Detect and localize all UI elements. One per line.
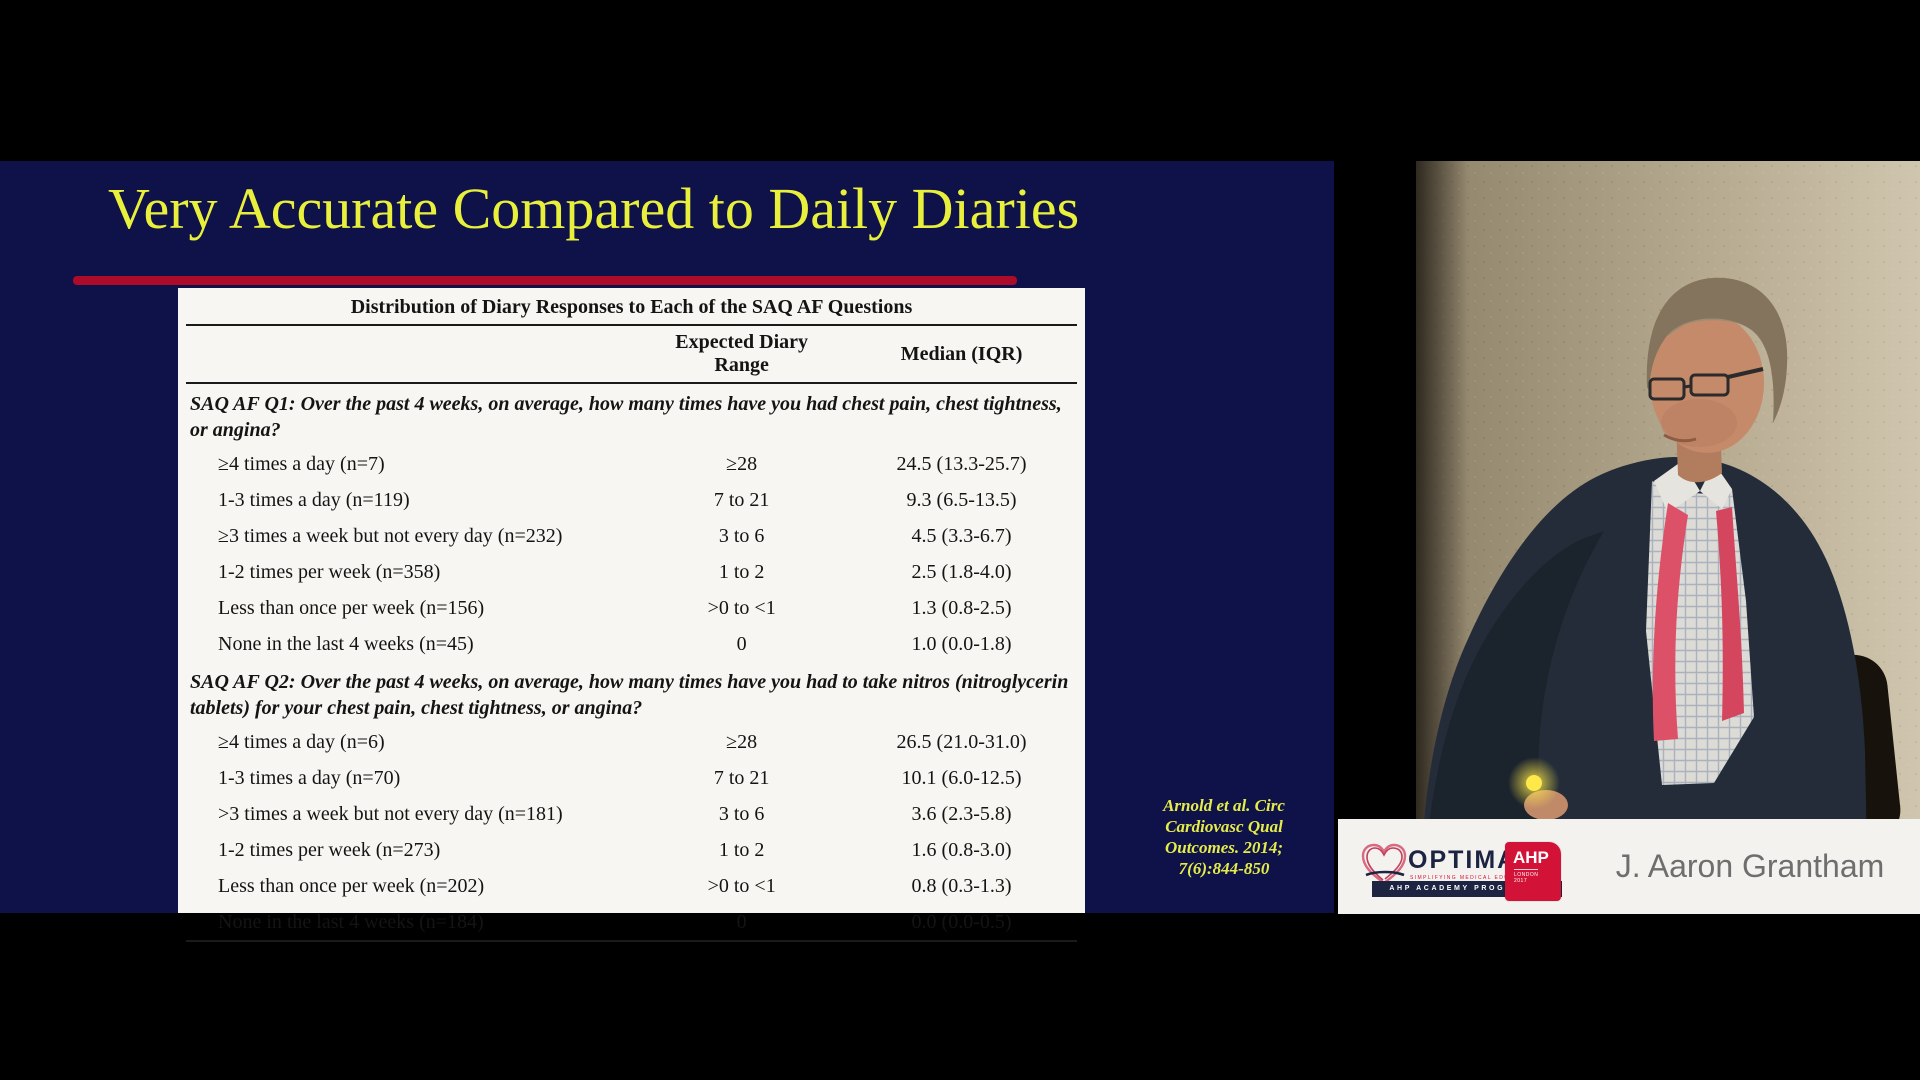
cell-range: 1 to 2: [718, 838, 765, 861]
presenter-remote-icon: [1526, 775, 1542, 791]
cell-label: None in the last 4 weeks (n=184): [218, 910, 484, 933]
cell-median: 24.5 (13.3-25.7): [896, 452, 1027, 475]
presentation-slide: Very Accurate Compared to Daily Diaries …: [0, 161, 1334, 942]
table-row: None in the last 4 weeks (n=45) 0 1.0 (0.0…: [186, 626, 1077, 662]
speaker-video: [1416, 161, 1920, 913]
cell-label: 1-3 times a day (n=119): [218, 488, 410, 511]
table-row: 1-2 times per week (n=358) 1 to 2 2.5 (1.8…: [186, 554, 1077, 590]
cell-label: ≥3 times a week but not every day (n=232…: [218, 524, 563, 547]
ahp-badge-sub: LONDON 2017: [1514, 869, 1539, 884]
brand-tagline: SIMPLIFYING MEDICAL EDUCATION: [1410, 875, 1537, 881]
speaker-name: J. Aaron Grantham: [1615, 848, 1885, 884]
cell-label: None in the last 4 weeks (n=45): [218, 632, 474, 655]
diary-table-body: Distribution of Diary Responses to Each …: [186, 292, 1077, 941]
cell-range: 3 to 6: [718, 524, 765, 547]
table-row: 1-2 times per week (n=273) 1 to 2 1.6 (0.8…: [186, 832, 1077, 868]
cell-range: ≥28: [726, 730, 758, 753]
ahp-badge: AHP LONDON 2017: [1505, 842, 1561, 901]
table-row: >3 times a week but not every day (n=181…: [186, 796, 1077, 832]
table-section-row: SAQ AF Q2: Over the past 4 weeks, on ave…: [186, 662, 1077, 724]
cell-range: 7 to 21: [713, 766, 770, 789]
cell-label: ≥4 times a day (n=6): [218, 730, 385, 753]
cell-range: 0: [736, 910, 747, 933]
cell-median: 9.3 (6.5-13.5): [906, 488, 1017, 511]
cell-range: 0: [736, 632, 747, 655]
section-question: SAQ AF Q1: Over the past 4 weeks, on ave…: [190, 393, 1062, 441]
cell-label: 1-2 times per week (n=358): [218, 560, 441, 583]
diary-table-container: Distribution of Diary Responses to Each …: [178, 288, 1085, 942]
cell-median: 1.0 (0.0-1.8): [911, 632, 1012, 655]
cell-range: ≥28: [726, 452, 758, 475]
cell-range: 3 to 6: [718, 802, 765, 825]
cell-median: 1.3 (0.8-2.5): [911, 596, 1012, 619]
cell-range: >0 to <1: [707, 596, 776, 619]
cell-median: 4.5 (3.3-6.7): [911, 524, 1012, 547]
table-row: ≥4 times a day (n=7) ≥28 24.5 (13.3-25.7): [186, 446, 1077, 482]
cell-median: 2.5 (1.8-4.0): [911, 560, 1012, 583]
cell-label: 1-3 times a day (n=70): [218, 766, 401, 789]
speaker-silhouette: [1421, 277, 1868, 913]
table-section-row: SAQ AF Q1: Over the past 4 weeks, on ave…: [186, 383, 1077, 446]
cell-label: 1-2 times per week (n=273): [218, 838, 441, 861]
title-underline: [73, 276, 1017, 285]
cell-median: 3.6 (2.3-5.8): [911, 802, 1012, 825]
header-expected-range: Expected Diary Range: [637, 325, 847, 384]
lower-third-banner: OPTIMAL SIMPLIFYING MEDICAL EDUCATION AH…: [1338, 819, 1920, 914]
header-median: Median (IQR): [846, 325, 1077, 384]
cell-range: 7 to 21: [713, 488, 770, 511]
cell-median: 0.8 (0.3-1.3): [911, 874, 1012, 897]
table-caption-row: Distribution of Diary Responses to Each …: [186, 292, 1077, 326]
cell-range: >0 to <1: [707, 874, 776, 897]
table-row: None in the last 4 weeks (n=184) 0 0.0 (0.…: [186, 904, 1077, 941]
table-header-row: Expected Diary Range Median (IQR): [186, 325, 1077, 384]
cell-label: ≥4 times a day (n=7): [218, 452, 385, 475]
glasses-icon: [1648, 367, 1764, 401]
cell-range: 1 to 2: [718, 560, 765, 583]
section-question: SAQ AF Q2: Over the past 4 weeks, on ave…: [190, 671, 1069, 719]
heart-icon: [1361, 843, 1407, 885]
table-row: 1-3 times a day (n=70) 7 to 21 10.1 (6.0-1…: [186, 760, 1077, 796]
cell-label: >3 times a week but not every day (n=181…: [218, 802, 563, 825]
header-expected-range-label: Expected Diary Range: [675, 331, 809, 376]
ahp-badge-label: AHP: [1513, 848, 1549, 867]
cell-median: 0.0 (0.0-0.5): [911, 910, 1012, 933]
cell-label: Less than once per week (n=156): [218, 596, 485, 619]
table-row: Less than once per week (n=156) >0 to <1 1…: [186, 590, 1077, 626]
citation: Arnold et al. Circ Cardiovasc Qual Outco…: [1163, 796, 1285, 878]
table-caption: Distribution of Diary Responses to Each …: [186, 292, 1077, 326]
table-row: ≥4 times a day (n=6) ≥28 26.5 (21.0-31.0): [186, 724, 1077, 760]
table-row: ≥3 times a week but not every day (n=232…: [186, 518, 1077, 554]
cell-median: 10.1 (6.0-12.5): [901, 766, 1022, 789]
header-empty: [186, 325, 638, 384]
table-row: 1-3 times a day (n=119) 7 to 21 9.3 (6.5-1…: [186, 482, 1077, 518]
table-row: Less than once per week (n=202) >0 to <1 0…: [186, 868, 1077, 904]
cell-median: 26.5 (21.0-31.0): [896, 730, 1027, 753]
page-title: Very Accurate Compared to Daily Diaries: [108, 176, 1080, 241]
speaker-scene: [1416, 161, 1920, 913]
diary-table: Distribution of Diary Responses to Each …: [186, 292, 1077, 942]
optimal-logo: OPTIMAL SIMPLIFYING MEDICAL EDUCATION AH…: [1338, 819, 1588, 914]
cell-median: 1.6 (0.8-3.0): [911, 838, 1012, 861]
cell-label: Less than once per week (n=202): [218, 874, 485, 897]
